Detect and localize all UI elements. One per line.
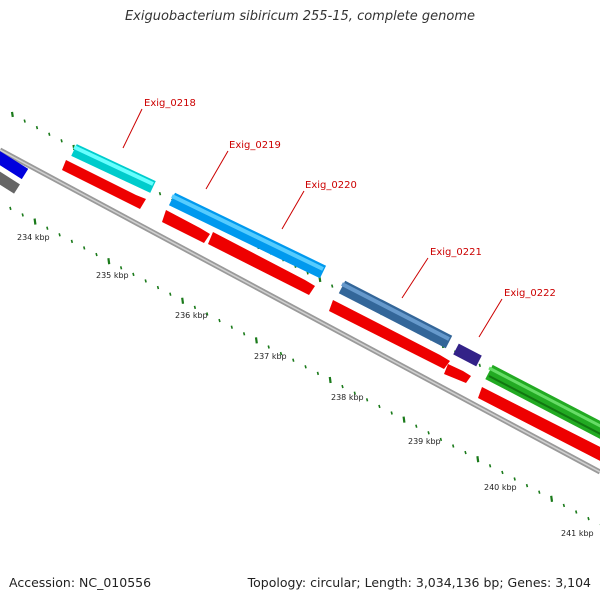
tick-mark: [452, 444, 455, 448]
tick-mark: [501, 470, 504, 475]
tick-mark: [70, 239, 74, 244]
tick-mark: [331, 284, 334, 288]
tick-mark: [390, 411, 393, 415]
tick-mark: [378, 404, 381, 409]
tick-mark: [21, 213, 24, 217]
gene-label-leader: [205, 150, 229, 190]
tick-mark: [144, 279, 147, 283]
kbp-label: 237 kbp: [254, 352, 287, 361]
tick-mark: [119, 266, 123, 270]
tick-mark: [181, 297, 185, 304]
kbp-scale-labels: 234 kbp 235 kbp 236 kbp 237 kbp 238 kbp 239 k…: [17, 233, 594, 538]
tick-mark: [46, 226, 49, 230]
tick-mark: [304, 365, 307, 369]
gene-label[interactable]: Exig_0221: [430, 247, 482, 258]
gene-label[interactable]: Exig_0218: [144, 98, 196, 109]
gene-label[interactable]: Exig_0220: [305, 180, 357, 191]
tick-mark: [488, 464, 492, 468]
tick-mark: [476, 456, 480, 463]
tick-mark: [464, 450, 467, 455]
kbp-label: 238 kbp: [331, 393, 364, 402]
tick-mark: [550, 495, 554, 502]
cds-exig-0221: [329, 300, 450, 369]
gene-exig-0220[interactable]: [168, 192, 327, 295]
gene-exig-0218[interactable]: [62, 144, 156, 209]
gene-exig-0222[interactable]: [444, 343, 482, 383]
lower-tick-track: [9, 206, 600, 526]
tick-mark: [58, 233, 61, 237]
tick-mark: [35, 125, 39, 130]
tick-mark: [575, 510, 578, 514]
tick-mark: [279, 351, 283, 356]
kbp-label: 241 kbp: [561, 529, 594, 538]
kbp-label: 234 kbp: [17, 233, 50, 242]
gene-label-leader: [281, 190, 305, 230]
tick-mark: [9, 206, 12, 211]
gene-label[interactable]: Exig_0222: [504, 288, 556, 299]
tick-mark: [292, 358, 295, 362]
tick-mark: [353, 391, 356, 395]
tick-mark: [206, 312, 209, 316]
tick-mark: [230, 325, 233, 329]
tick-mark: [156, 285, 160, 290]
cds-exig-0218: [62, 160, 146, 209]
tick-mark: [132, 272, 135, 277]
tick-mark: [538, 490, 541, 494]
kbp-label: 240 kbp: [484, 483, 517, 492]
tick-mark: [60, 139, 63, 143]
cds-exig-0220: [208, 232, 315, 295]
tick-mark: [341, 384, 344, 389]
tick-mark: [402, 416, 406, 423]
tick-mark: [427, 431, 430, 435]
gene-label[interactable]: Exig_0219: [229, 140, 281, 151]
genome-backbone: [0, 147, 600, 475]
genome-summary-label: Topology: circular; Length: 3,034,136 bp…: [247, 575, 591, 590]
cds-exig-0219: [162, 210, 210, 243]
tick-mark: [365, 398, 369, 402]
tick-mark: [513, 477, 516, 481]
tick-mark: [415, 424, 418, 428]
kbp-label: 235 kbp: [96, 271, 129, 280]
tick-mark: [83, 246, 86, 250]
tick-mark: [193, 305, 197, 310]
tick-mark: [267, 345, 270, 349]
kbp-label: 236 kbp: [175, 311, 208, 320]
tick-mark: [254, 337, 258, 344]
partial-feature-left[interactable]: [0, 151, 29, 194]
gene-labels: Exig_0218 Exig_0219 Exig_0220 Exig_0221 Exig…: [122, 98, 556, 338]
tick-mark: [525, 483, 529, 488]
tick-mark: [10, 111, 14, 118]
tick-mark: [169, 292, 172, 296]
accession-label: Accession: NC_010556: [9, 575, 152, 590]
tick-mark: [23, 119, 26, 123]
tick-mark: [316, 371, 320, 376]
gene-label-leader: [401, 257, 429, 299]
gene-label-leader: [478, 298, 503, 338]
tick-mark: [218, 318, 221, 323]
tick-mark: [95, 252, 98, 257]
tick-mark: [478, 363, 481, 367]
tick-mark: [158, 191, 162, 196]
gene-exig-0221[interactable]: [329, 280, 453, 369]
tick-mark: [107, 258, 111, 265]
gene-label-leader: [122, 108, 143, 149]
tick-mark: [242, 332, 246, 336]
kbp-label: 239 kbp: [408, 437, 441, 446]
tick-mark: [33, 218, 37, 225]
tick-mark: [562, 503, 566, 508]
partial-feature-right[interactable]: [478, 364, 600, 466]
tick-mark: [328, 376, 332, 384]
tick-mark: [439, 437, 443, 442]
tick-mark: [48, 132, 51, 136]
map-title: Exiguobacterium sibiricum 255-15, comple…: [124, 9, 476, 24]
cds-exig-0222: [444, 364, 471, 383]
tick-mark: [587, 516, 590, 521]
gene-exig-0219[interactable]: [162, 210, 210, 243]
